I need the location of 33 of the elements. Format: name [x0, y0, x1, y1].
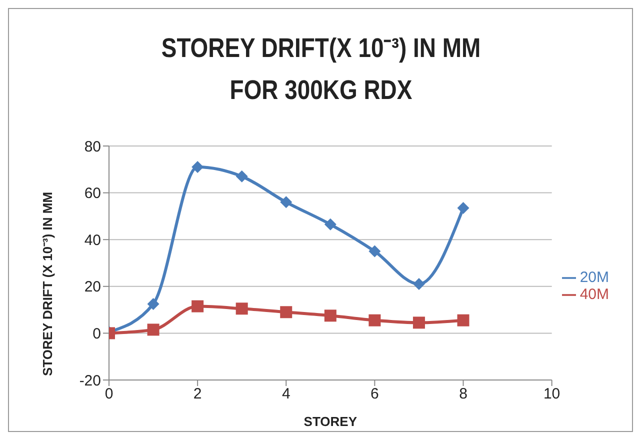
point: [412, 278, 425, 290]
point: [324, 310, 336, 322]
point: [147, 298, 160, 310]
point: [192, 300, 204, 312]
point: [147, 324, 160, 336]
x-tick-label: 8: [459, 386, 468, 403]
point: [324, 218, 336, 230]
point: [280, 306, 292, 318]
chart-title: STOREY DRIFT(X 10⁻³) IN MM FOR 300KG RDX: [160, 32, 482, 107]
y-axis-title: STOREY DRIFT (X 10⁻³) IN MM: [39, 192, 56, 376]
point: [236, 302, 248, 315]
y-tick-label: 0: [92, 326, 101, 343]
y-tick-label: 40: [84, 232, 101, 249]
point: [192, 161, 204, 174]
y-tick-label: 20: [84, 278, 101, 296]
point: [368, 314, 381, 326]
y-tick-label: -20: [79, 372, 101, 390]
y-tick-label: 60: [84, 185, 101, 202]
point: [280, 196, 292, 208]
point: [457, 202, 470, 214]
point: [236, 170, 248, 182]
legend-label: 40M: [580, 286, 609, 303]
y-tick-label: 80: [84, 138, 101, 156]
x-tick-label: 6: [370, 386, 379, 403]
legend-label: 20M: [580, 269, 609, 286]
x-tick-label: 4: [282, 386, 290, 403]
point: [412, 316, 425, 329]
x-tick-label: 0: [104, 386, 114, 403]
point: [457, 314, 470, 326]
x-axis-title: STOREY: [304, 414, 358, 429]
x-tick-label: 2: [193, 386, 202, 403]
x-tick-label: 10: [543, 386, 560, 403]
point: [368, 245, 381, 258]
